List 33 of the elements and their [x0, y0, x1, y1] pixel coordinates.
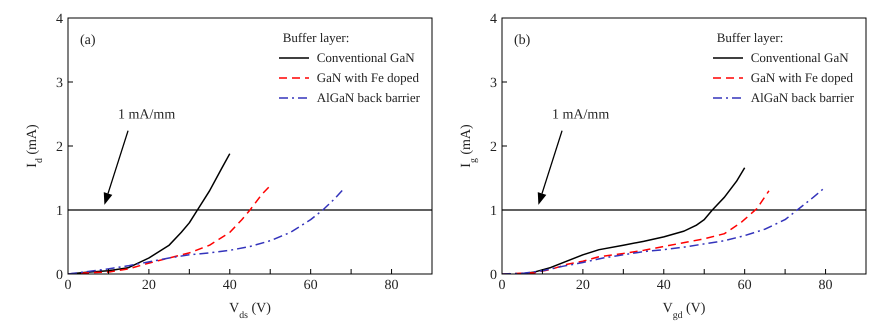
y-tick-label: 0	[490, 268, 497, 283]
x-tick-label: 60	[738, 278, 752, 293]
x-tick-label: 20	[576, 278, 590, 293]
annotation: 1 mA/mm	[118, 108, 176, 123]
legend-label: AlGaN back barrier	[750, 89, 854, 107]
x-axis-title: V$_{ds}$ (V)	[229, 301, 272, 320]
legend-label: GaN with Fe doped	[316, 69, 419, 87]
legend-label: GaN with Fe doped	[750, 69, 853, 87]
legend-title: Buffer layer:	[282, 29, 350, 47]
x-tick-label: 40	[222, 278, 237, 293]
x-tick-label: 60	[304, 278, 318, 293]
legend-label: AlGaN back barrier	[316, 89, 420, 107]
x-tick-label: 80	[384, 278, 399, 293]
y-tick-label: 3	[56, 76, 63, 91]
x-tick-label: 80	[818, 278, 833, 293]
y-tick-label: 4	[490, 12, 497, 27]
y-tick-label: 2	[56, 140, 63, 155]
x-tick-label: 20	[142, 278, 156, 293]
legend-label: Conventional GaN	[316, 49, 415, 67]
y-tick-label: 1	[56, 204, 63, 219]
y-tick-label: 0	[56, 268, 63, 283]
x-axis-title: V$_{gd}$ (V)	[662, 301, 706, 320]
x-tick-label: 40	[656, 278, 671, 293]
line-series	[68, 188, 344, 274]
y-tick-label: 3	[490, 76, 497, 91]
legend-title: Buffer layer:	[716, 29, 784, 47]
annotation: (b)	[514, 33, 531, 48]
annotation: 1 mA/mm	[552, 108, 610, 123]
y-tick-label: 2	[490, 140, 497, 155]
y-tick-label: 4	[56, 12, 63, 27]
legend-label: Conventional GaN	[750, 49, 849, 67]
y-tick-label: 1	[490, 204, 497, 219]
annotation: (a)	[80, 33, 96, 48]
